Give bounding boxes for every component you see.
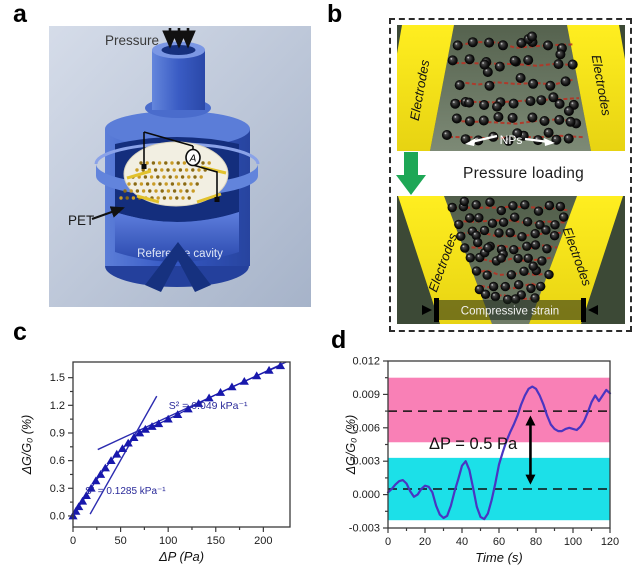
measurement-circuit [143, 131, 218, 199]
svg-text:0.6: 0.6 [50, 455, 65, 467]
panel-d-label: d [331, 326, 347, 354]
panel-a-label: a [13, 0, 27, 28]
panel-c-sensitivity-chart: 0 50 100 150 200 0.0 0.3 0.6 0.9 1.2 1.5 ΔP (Pa) ΔG/… [20, 361, 291, 564]
ammeter-symbol: A [189, 154, 197, 165]
x-axis-label: Time (s) [475, 550, 523, 565]
svg-text:100: 100 [564, 536, 582, 548]
nps-pointer-arrows [465, 134, 555, 146]
annotation-0: S² = 0.049 kPa⁻¹ [169, 400, 248, 412]
pet-label: PET [68, 213, 94, 228]
svg-text:0.3: 0.3 [50, 483, 65, 495]
plot-frame [72, 361, 291, 528]
panel-b-label: b [327, 0, 343, 28]
nanoparticle-array [119, 161, 211, 200]
svg-text:150: 150 [207, 535, 225, 547]
svg-text:0.9: 0.9 [50, 427, 65, 439]
svg-text:0.003: 0.003 [352, 456, 380, 468]
pressure-loading-arrow-icon [396, 152, 426, 195]
device-neck [152, 50, 205, 110]
device-inlet-opening [161, 45, 196, 55]
left-electrode [398, 196, 492, 324]
device-shoulder [105, 111, 250, 147]
tick-labels: 0 50 100 150 200 0.0 0.3 0.6 0.9 1.2 1.5 [50, 372, 273, 547]
y-axis-label: ΔG/G₀ (%) [20, 415, 34, 476]
svg-text:40: 40 [456, 536, 468, 548]
reference-cavity [115, 212, 239, 262]
panel-a-device-illustration: A Reference cavity Pressure PET [49, 26, 311, 307]
svg-text:120: 120 [601, 536, 619, 548]
svg-text:60: 60 [493, 536, 505, 548]
svg-text:-0.003: -0.003 [349, 523, 380, 535]
ticks [68, 377, 264, 532]
pressure-arrows [162, 28, 196, 49]
svg-text:20: 20 [419, 536, 431, 548]
svg-text:0.0: 0.0 [50, 510, 65, 522]
svg-text:0.009: 0.009 [352, 389, 380, 401]
annotation-0: ΔP = 0.5 Pa [429, 435, 518, 453]
ticks [383, 360, 611, 533]
compressive-strain-bar [437, 300, 583, 320]
y-axis-label: ΔG/G₀ (%) [344, 415, 358, 476]
svg-text:200: 200 [254, 535, 272, 547]
pressure-loading-label: Pressure loading [462, 164, 585, 182]
svg-text:0.000: 0.000 [352, 489, 380, 501]
panel-c-label: c [13, 318, 27, 346]
panel-d-response-chart: 0 20 40 60 80 100 120 -0.003 0.000 0.003 0.006 0.00… [344, 356, 619, 566]
x-axis-label: ΔP (Pa) [158, 549, 204, 564]
svg-text:50: 50 [114, 535, 126, 547]
tick-labels: 0 20 40 60 80 100 120 -0.003 0.000 0.003 0.006 0.00… [349, 356, 619, 549]
panel-b-box: Electrodes Electrodes NPs Pressure loading… [389, 18, 632, 332]
pressure-label: Pressure [105, 33, 159, 48]
series-line [386, 385, 612, 521]
fit-line-S1 [89, 395, 158, 515]
nps-label: NPs [500, 133, 523, 147]
svg-text:0.012: 0.012 [352, 356, 380, 368]
right-electrode [567, 25, 625, 151]
svg-text:1.5: 1.5 [50, 372, 65, 384]
right-electrode [529, 196, 623, 324]
svg-text:100: 100 [159, 535, 177, 547]
ammeter [185, 148, 201, 167]
band-1 [388, 377, 610, 443]
left-electrode [397, 25, 454, 151]
compression-arrows [422, 305, 598, 315]
compressive-strain-label: Compressive strain [461, 306, 559, 318]
svg-text:0: 0 [70, 535, 76, 547]
svg-text:1.2: 1.2 [50, 400, 65, 412]
svg-text:0.006: 0.006 [352, 422, 380, 434]
svg-text:80: 80 [530, 536, 542, 548]
cutaway-notch [145, 242, 211, 292]
svg-text:0: 0 [385, 536, 391, 548]
annotation-1: S¹ = 0.1285 kPa⁻¹ [85, 486, 166, 497]
nanoparticles [441, 31, 582, 146]
pet-pointer-arrow [91, 206, 125, 220]
